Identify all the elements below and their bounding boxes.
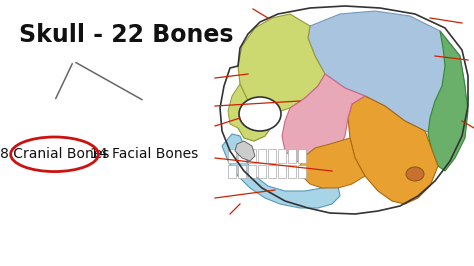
Bar xyxy=(228,149,236,163)
Polygon shape xyxy=(235,141,255,161)
Polygon shape xyxy=(300,138,365,188)
Bar xyxy=(248,165,256,178)
Text: 14 Facial Bones: 14 Facial Bones xyxy=(91,147,199,161)
Polygon shape xyxy=(428,31,468,171)
Polygon shape xyxy=(238,14,325,114)
Bar xyxy=(288,165,296,178)
Bar xyxy=(258,149,266,163)
Polygon shape xyxy=(236,101,272,141)
Text: Skull - 22 Bones: Skull - 22 Bones xyxy=(19,23,234,47)
Ellipse shape xyxy=(406,167,424,181)
Bar xyxy=(298,165,306,178)
Polygon shape xyxy=(308,11,465,136)
Ellipse shape xyxy=(239,97,281,131)
Text: 8 Cranial Bones: 8 Cranial Bones xyxy=(0,147,109,161)
Bar xyxy=(258,165,266,178)
Polygon shape xyxy=(282,74,365,166)
Bar xyxy=(288,149,296,163)
Bar xyxy=(238,165,246,178)
Bar xyxy=(278,165,286,178)
Bar xyxy=(278,149,286,163)
Polygon shape xyxy=(222,134,340,208)
Bar xyxy=(228,165,236,178)
Polygon shape xyxy=(228,84,272,141)
Bar xyxy=(298,149,306,163)
Bar xyxy=(248,149,256,163)
Bar xyxy=(268,165,276,178)
Bar xyxy=(238,149,246,163)
Polygon shape xyxy=(348,96,438,204)
Bar xyxy=(268,149,276,163)
